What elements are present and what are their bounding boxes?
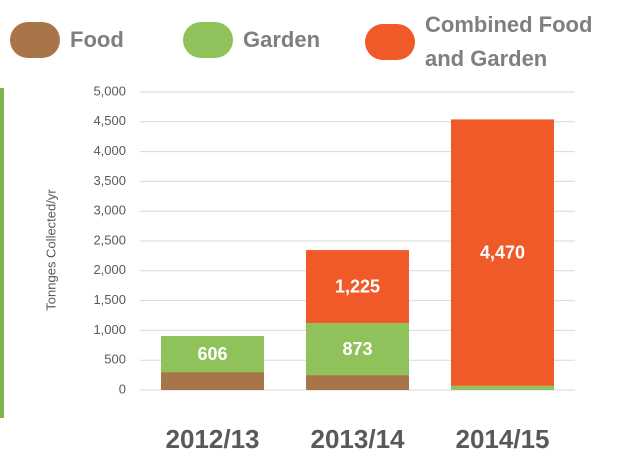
y-tick-label: 1,000 — [93, 322, 126, 337]
bar-segment — [451, 119, 554, 386]
value-label: 4,470 — [480, 242, 525, 262]
legend-swatch — [183, 22, 233, 58]
y-tick-label: 5,000 — [93, 83, 126, 98]
value-label: 606 — [197, 344, 227, 364]
bar-segment — [306, 323, 409, 376]
y-tick-label: 1,500 — [93, 292, 126, 307]
legend-label: Food — [70, 27, 124, 52]
x-tick-label: 2014/15 — [456, 424, 550, 454]
value-label: 1,225 — [335, 276, 380, 296]
y-tick-label: 3,500 — [93, 173, 126, 188]
legend-label: Garden — [243, 27, 321, 52]
legend-swatch — [10, 22, 60, 58]
y-tick-label: 4,500 — [93, 113, 126, 128]
y-tick-label: 4,000 — [93, 143, 126, 158]
legend-item: Food — [10, 22, 124, 58]
y-tick-label: 0 — [119, 381, 126, 396]
bar-segment — [161, 336, 264, 373]
legend-item: Garden — [183, 22, 320, 58]
y-tick-label: 2,500 — [93, 232, 126, 247]
legend-label: Combined Food and Garden — [425, 12, 593, 71]
y-tick-label: 3,000 — [93, 203, 126, 218]
bar-segment — [161, 372, 264, 390]
side-bar — [0, 88, 4, 418]
x-tick-label: 2013/14 — [311, 424, 406, 454]
legend-swatch — [365, 24, 415, 60]
y-tick-label: 2,000 — [93, 262, 126, 277]
y-axis-title: Tonnges Collected/yr — [43, 189, 58, 311]
legend-item: Combined Food and Garden — [365, 8, 615, 76]
bar-segment — [306, 250, 409, 324]
x-tick-label: 2012/13 — [166, 424, 260, 454]
bar-segment — [306, 375, 409, 390]
y-tick-label: 500 — [104, 352, 126, 367]
bar-segment — [451, 385, 554, 390]
value-label: 873 — [342, 339, 372, 359]
